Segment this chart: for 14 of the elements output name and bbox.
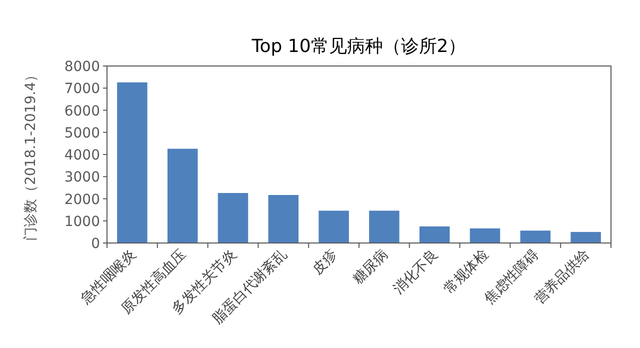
x-tick-label: 糖尿病 bbox=[350, 246, 392, 288]
y-tick-label: 2000 bbox=[64, 192, 100, 208]
y-tick-label: 3000 bbox=[64, 170, 100, 186]
y-tick-label: 1000 bbox=[64, 214, 100, 230]
y-tick-label: 5000 bbox=[64, 125, 100, 142]
y-tick-label: 4000 bbox=[64, 148, 100, 164]
y-tick-label: 8000 bbox=[64, 59, 100, 75]
y-tick-label: 7000 bbox=[64, 81, 100, 98]
y-tick-label: 6000 bbox=[64, 103, 100, 120]
chart-title: Top 10常见病种（诊所2） bbox=[250, 36, 466, 57]
x-tick-label: 皮疹 bbox=[310, 246, 341, 278]
y-tick-label: 0 bbox=[91, 236, 100, 252]
y-axis-title: 门诊数（2018.1-2019.4） bbox=[23, 68, 39, 242]
x-tick-label: 消化不良 bbox=[390, 246, 442, 298]
